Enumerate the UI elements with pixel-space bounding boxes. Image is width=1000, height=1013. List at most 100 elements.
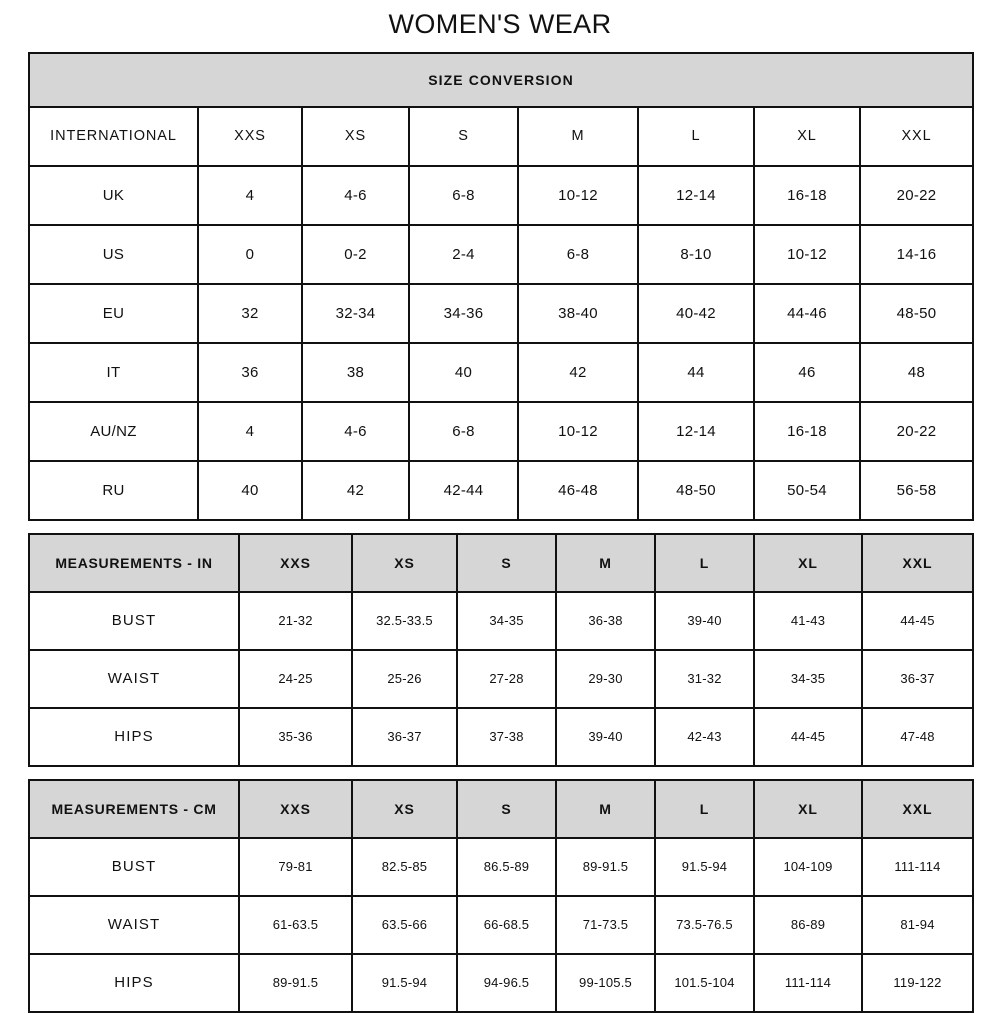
cell-value: 0 <box>197 223 303 285</box>
column-header-xxs: XXS <box>238 778 353 839</box>
column-header-xxs: XXS <box>238 532 353 593</box>
column-header-s: S <box>408 105 519 167</box>
cell-value: 4-6 <box>301 400 410 462</box>
cell-value: 44-46 <box>753 282 861 344</box>
cell-value: 61-63.5 <box>238 894 353 955</box>
cell-value: 4 <box>197 400 303 462</box>
column-header-measurements-in: MEASUREMENTS - IN <box>28 532 240 593</box>
cell-value: 40-42 <box>637 282 755 344</box>
row-label: US <box>28 223 199 285</box>
cell-value: 10-12 <box>517 164 639 226</box>
cell-value: 89-91.5 <box>238 952 353 1013</box>
cell-value: 6-8 <box>408 400 519 462</box>
column-header-xs: XS <box>351 532 458 593</box>
row-label: AU/NZ <box>28 400 199 462</box>
cell-value: 81-94 <box>861 894 974 955</box>
cell-value: 119-122 <box>861 952 974 1013</box>
column-header-xxl: XXL <box>861 532 974 593</box>
row-label: RU <box>28 459 199 521</box>
table-row: WAIST 24-25 25-26 27-28 29-30 31-32 34-3… <box>28 648 974 709</box>
cell-value: 36-38 <box>555 590 656 651</box>
cell-value: 10-12 <box>517 400 639 462</box>
measurements-cm-table-wrapper: MEASUREMENTS - CM XXS XS S M L XL XXL BU… <box>28 778 974 1013</box>
cell-value: 12-14 <box>637 164 755 226</box>
measurements-in-table: MEASUREMENTS - IN XXS XS S M L XL XXL BU… <box>28 532 974 767</box>
measurements-cm-header-row: MEASUREMENTS - CM XXS XS S M L XL XXL <box>28 778 974 839</box>
table-row: BUST 21-32 32.5-33.5 34-35 36-38 39-40 4… <box>28 590 974 651</box>
size-conversion-banner: SIZE CONVERSION <box>27 51 975 108</box>
cell-value: 29-30 <box>555 648 656 709</box>
cell-value: 40 <box>197 459 303 521</box>
cell-value: 66-68.5 <box>456 894 557 955</box>
cell-value: 6-8 <box>408 164 519 226</box>
column-header-xxs: XXS <box>197 105 303 167</box>
cell-value: 104-109 <box>753 836 863 897</box>
cell-value: 16-18 <box>753 164 861 226</box>
cell-value: 44-45 <box>861 590 974 651</box>
cell-value: 31-32 <box>654 648 755 709</box>
cell-value: 82.5-85 <box>351 836 458 897</box>
page-title: WOMEN'S WEAR <box>388 9 612 39</box>
cell-value: 14-16 <box>858 223 975 285</box>
cell-value: 86-89 <box>753 894 863 955</box>
column-header-xl: XL <box>753 105 861 167</box>
cell-value: 44 <box>637 341 755 403</box>
row-label: WAIST <box>28 894 240 955</box>
size-conversion-table: SIZE CONVERSION INTERNATIONAL XXS XS S M… <box>27 51 975 521</box>
cell-value: 86.5-89 <box>456 836 557 897</box>
row-label: BUST <box>28 590 240 651</box>
row-label: UK <box>28 164 199 226</box>
cell-value: 39-40 <box>654 590 755 651</box>
cell-value: 40 <box>408 341 519 403</box>
cell-value: 36-37 <box>861 648 974 709</box>
cell-value: 48 <box>858 341 975 403</box>
cell-value: 46 <box>753 341 861 403</box>
column-header-s: S <box>456 532 557 593</box>
size-conversion-table-wrapper: SIZE CONVERSION INTERNATIONAL XXS XS S M… <box>27 51 975 521</box>
size-conversion-header-row: INTERNATIONAL XXS XS S M L XL XXL <box>28 105 975 167</box>
table-row: IT 36 38 40 42 44 46 48 <box>28 341 975 403</box>
cell-value: 91.5-94 <box>654 836 755 897</box>
measurements-in-table-wrapper: MEASUREMENTS - IN XXS XS S M L XL XXL BU… <box>28 532 974 767</box>
cell-value: 20-22 <box>858 164 975 226</box>
cell-value: 16-18 <box>753 400 861 462</box>
cell-value: 42 <box>301 459 410 521</box>
cell-value: 36 <box>197 341 303 403</box>
cell-value: 63.5-66 <box>351 894 458 955</box>
cell-value: 48-50 <box>858 282 975 344</box>
cell-value: 38-40 <box>517 282 639 344</box>
cell-value: 48-50 <box>637 459 755 521</box>
cell-value: 38 <box>301 341 410 403</box>
cell-value: 99-105.5 <box>555 952 656 1013</box>
cell-value: 37-38 <box>456 706 557 767</box>
column-header-xs: XS <box>301 105 410 167</box>
column-header-xl: XL <box>753 778 863 839</box>
column-header-measurements-cm: MEASUREMENTS - CM <box>28 778 240 839</box>
row-label: HIPS <box>28 706 240 767</box>
cell-value: 25-26 <box>351 648 458 709</box>
column-header-l: L <box>654 778 755 839</box>
cell-value: 111-114 <box>753 952 863 1013</box>
cell-value: 101.5-104 <box>654 952 755 1013</box>
cell-value: 4 <box>197 164 303 226</box>
cell-value: 2-4 <box>408 223 519 285</box>
column-header-international: INTERNATIONAL <box>28 105 199 167</box>
table-row: WAIST 61-63.5 63.5-66 66-68.5 71-73.5 73… <box>28 894 974 955</box>
cell-value: 32-34 <box>301 282 410 344</box>
cell-value: 94-96.5 <box>456 952 557 1013</box>
measurements-cm-table: MEASUREMENTS - CM XXS XS S M L XL XXL BU… <box>28 778 974 1013</box>
cell-value: 0-2 <box>301 223 410 285</box>
cell-value: 42-43 <box>654 706 755 767</box>
cell-value: 41-43 <box>753 590 863 651</box>
cell-value: 44-45 <box>753 706 863 767</box>
row-label: WAIST <box>28 648 240 709</box>
table-row: BUST 79-81 82.5-85 86.5-89 89-91.5 91.5-… <box>28 836 974 897</box>
column-header-m: M <box>555 532 656 593</box>
row-label: IT <box>28 341 199 403</box>
cell-value: 36-37 <box>351 706 458 767</box>
cell-value: 12-14 <box>637 400 755 462</box>
row-label: BUST <box>28 836 240 897</box>
column-header-xxl: XXL <box>861 778 974 839</box>
cell-value: 79-81 <box>238 836 353 897</box>
